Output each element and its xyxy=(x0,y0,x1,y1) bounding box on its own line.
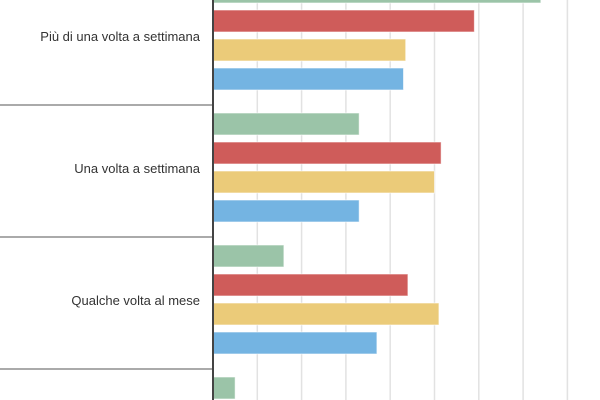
bar xyxy=(212,67,404,91)
category-label: Una volta a settimana xyxy=(74,161,201,176)
bar xyxy=(212,38,407,62)
bar xyxy=(212,199,360,223)
bar xyxy=(212,273,409,297)
bar xyxy=(212,112,360,136)
bar xyxy=(212,244,285,268)
bar xyxy=(212,376,236,400)
bar xyxy=(212,302,440,326)
bar xyxy=(212,170,435,194)
category-label: Più di una volta a settimana xyxy=(40,29,200,44)
bar xyxy=(212,331,378,355)
category-label: Qualche volta al mese xyxy=(71,293,200,308)
bar xyxy=(212,9,475,33)
bar xyxy=(212,141,442,165)
bar xyxy=(212,0,542,4)
